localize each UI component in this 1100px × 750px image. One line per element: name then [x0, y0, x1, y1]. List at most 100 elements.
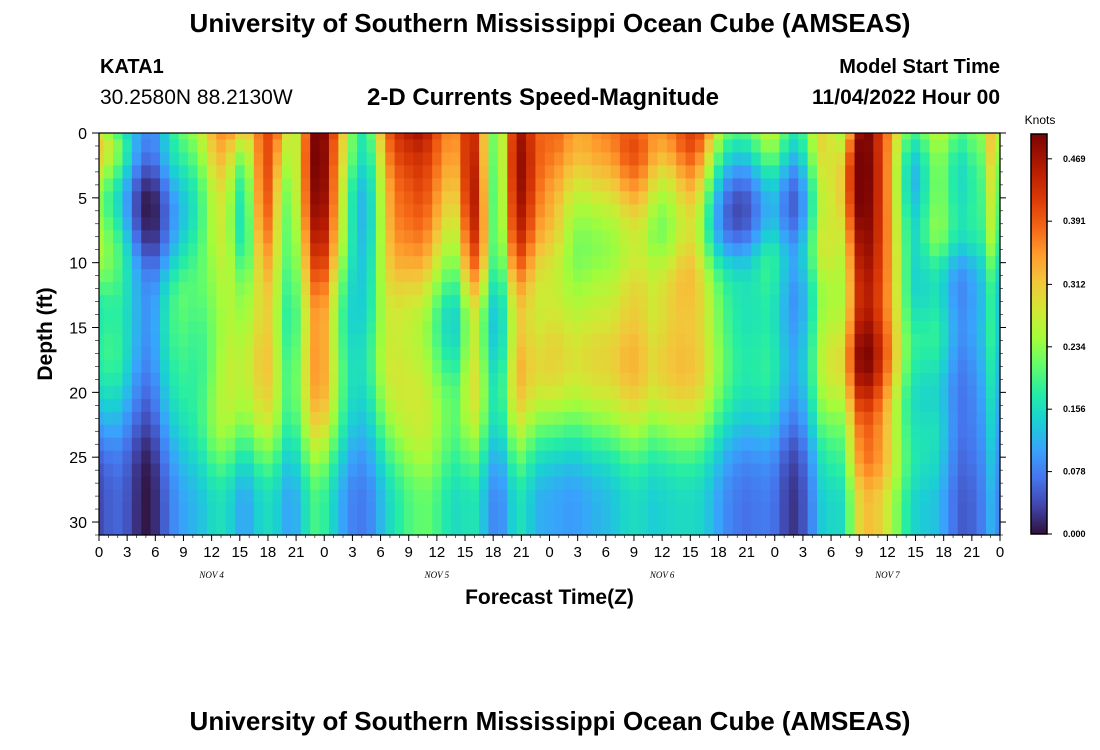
heatmap-cell — [835, 152, 846, 167]
heatmap-cell — [319, 515, 330, 530]
heatmap-cell — [938, 152, 949, 167]
heatmap-cell — [854, 295, 865, 309]
heatmap-cell — [582, 139, 593, 154]
heatmap-cell — [845, 489, 856, 504]
heatmap-cell — [122, 230, 133, 244]
heatmap-cell — [704, 424, 715, 439]
heatmap-cell — [873, 269, 884, 283]
heatmap-cell — [488, 372, 499, 387]
heatmap-cell — [394, 191, 405, 205]
heatmap-cell — [235, 437, 246, 452]
heatmap-cell — [366, 217, 377, 231]
heatmap-cell — [310, 411, 321, 426]
heatmap-cell — [347, 450, 358, 465]
heatmap-cell — [366, 204, 377, 218]
heatmap-cell — [422, 450, 433, 465]
heatmap-cell — [751, 437, 762, 452]
heatmap-cell — [310, 178, 321, 192]
heatmap-cell — [882, 282, 893, 296]
heatmap-cell — [685, 243, 696, 257]
heatmap-cell — [751, 463, 762, 478]
heatmap-cell — [610, 152, 621, 167]
heatmap-cell — [676, 385, 687, 400]
heatmap-cell — [591, 437, 602, 452]
heatmap-cell — [591, 450, 602, 465]
heatmap-cell — [770, 334, 781, 348]
x-tick-label: 3 — [348, 544, 356, 561]
heatmap-cell — [450, 217, 461, 231]
heatmap-cell — [929, 346, 940, 361]
heatmap-cell — [938, 489, 949, 504]
heatmap-cell — [113, 217, 124, 231]
heatmap-cell — [948, 139, 959, 154]
heatmap-cell — [347, 502, 358, 517]
heatmap-cell — [807, 528, 818, 536]
heatmap-cell — [779, 204, 790, 218]
heatmap-cell — [835, 165, 846, 179]
heatmap-cell — [338, 372, 349, 387]
heatmap-cell — [347, 489, 358, 504]
heatmap-cell — [666, 152, 677, 167]
heatmap-cell — [225, 411, 236, 426]
heatmap-cell — [99, 230, 105, 244]
heatmap-cell — [892, 411, 903, 426]
heatmap-cell — [563, 334, 574, 348]
heatmap-cell — [122, 243, 133, 257]
heatmap-cell — [385, 528, 396, 536]
heatmap-cell — [657, 243, 668, 257]
heatmap-cell — [385, 204, 396, 218]
x-axis-label: Forecast Time(Z) — [465, 586, 634, 609]
heatmap-cell — [122, 437, 133, 452]
heatmap-cell — [582, 502, 593, 517]
heatmap-cell — [535, 139, 546, 154]
heatmap-cell — [235, 489, 246, 504]
heatmap-cell — [488, 243, 499, 257]
heatmap-cell — [929, 152, 940, 167]
heatmap-cell — [563, 230, 574, 244]
heatmap-cell — [282, 502, 293, 517]
heatmap-cell — [892, 217, 903, 231]
heatmap-cell — [404, 295, 415, 309]
heatmap-cell — [619, 308, 630, 322]
heatmap-cell — [526, 398, 537, 413]
heatmap-cell — [469, 385, 480, 400]
heatmap-cell — [375, 295, 386, 309]
heatmap-cell — [206, 346, 217, 361]
heatmap-cell — [526, 139, 537, 154]
heatmap-cell — [835, 230, 846, 244]
heatmap-cell — [516, 269, 527, 283]
heatmap-cell — [244, 308, 255, 322]
heatmap-cell — [901, 295, 912, 309]
heatmap-cell — [741, 515, 752, 530]
heatmap-cell — [310, 282, 321, 296]
heatmap-cell — [338, 528, 349, 536]
heatmap-cell — [779, 243, 790, 257]
heatmap-cell — [366, 178, 377, 192]
heatmap-cell — [826, 385, 837, 400]
heatmap-cell — [169, 243, 180, 257]
heatmap-cell — [347, 359, 358, 374]
heatmap-cell — [638, 437, 649, 452]
heatmap-cell — [638, 476, 649, 491]
heatmap-cell — [685, 515, 696, 530]
heatmap-cell — [845, 476, 856, 491]
heatmap-cell — [150, 282, 161, 296]
heatmap-cell — [910, 359, 921, 374]
heatmap-cell — [798, 321, 809, 335]
heatmap-cell — [178, 476, 189, 491]
heatmap-cell — [263, 489, 274, 504]
heatmap-cell — [300, 191, 311, 205]
heatmap-cell — [835, 463, 846, 478]
heatmap-cell — [263, 256, 274, 270]
heatmap-cell — [985, 256, 996, 270]
heatmap-cell — [685, 502, 696, 517]
heatmap-cell — [441, 230, 452, 244]
heatmap-cell — [432, 191, 443, 205]
heatmap-cell — [375, 346, 386, 361]
heatmap-cell — [882, 321, 893, 335]
heatmap-cell — [432, 502, 443, 517]
heatmap-cell — [948, 321, 959, 335]
heatmap-cell — [188, 217, 199, 231]
heatmap-cell — [357, 398, 368, 413]
heatmap-cell — [629, 139, 640, 154]
